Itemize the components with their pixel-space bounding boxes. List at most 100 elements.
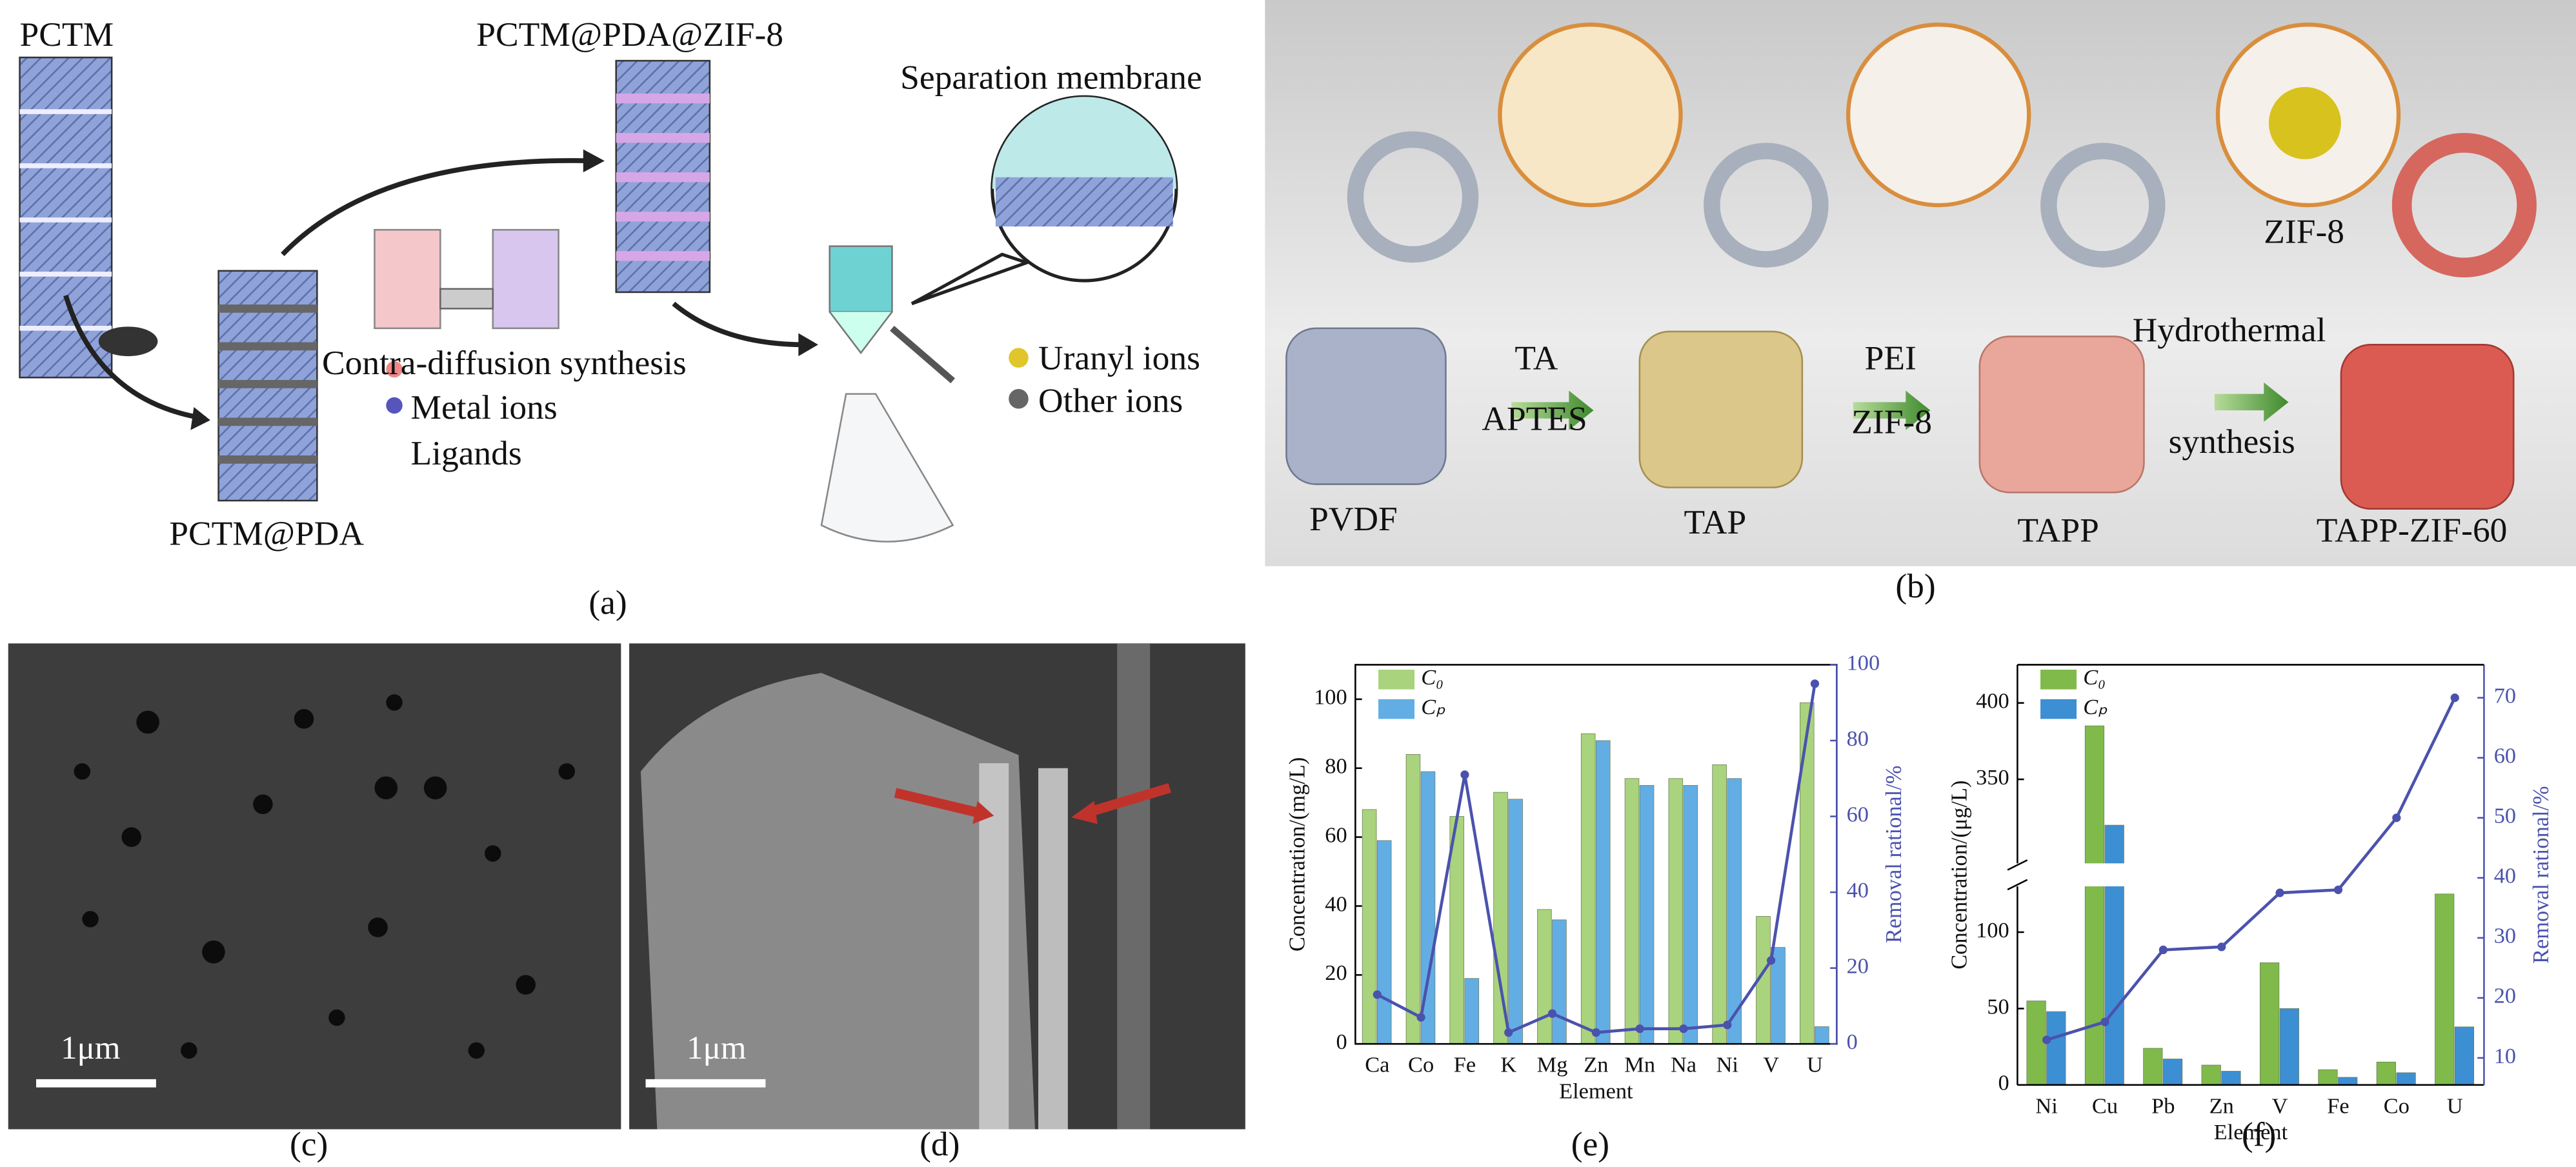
label: Other ions [1038,381,1183,420]
label: Uranyl ions [1038,338,1200,377]
x-tick-label: Pb [2151,1093,2175,1118]
panel-label: (a) [589,583,627,622]
bar [2279,1008,2299,1086]
panel-a-art [19,56,1178,543]
label: Separation membrane [900,57,1202,96]
y-tick-label: 40 [1325,892,1347,916]
bar [2026,1001,2046,1086]
y2-tick-label: 0 [1847,1030,1858,1054]
bar [1727,778,1742,1044]
label: ZIF-8 [2264,212,2344,251]
scale-label: 1μm [61,1030,120,1066]
label: APTES [1482,399,1587,438]
y-tick-label: 60 [1325,823,1347,847]
point [1547,1009,1557,1018]
point [1416,1013,1425,1022]
panel-label: (c) [290,1124,328,1163]
point [1679,1024,1688,1033]
bar [2221,1071,2241,1086]
point [1766,956,1776,965]
x-tick-label: U [1807,1053,1823,1077]
label: Ligands [410,434,521,472]
bar [2201,1064,2221,1086]
panel-b-art [1265,0,2576,566]
point [1504,1028,1513,1037]
x-tick-label: Co [1408,1053,1434,1077]
bar [2046,1011,2066,1086]
label: Metal ions [410,388,557,426]
y-tick-label: 100 [1976,918,2009,943]
label: PCTM@PDA [169,514,364,553]
bar [1639,785,1655,1044]
legend-swatch [2040,699,2077,719]
x-tick-label: Co [2384,1093,2410,1118]
panel-label: (b) [1895,566,1935,605]
bar [1464,978,1480,1044]
y2-tick-label: 70 [2494,684,2516,708]
legend-swatch [1378,670,1415,690]
y-tick-label: 400 [1976,689,2009,713]
y-axis-label: Concentration/(μg/L) [1947,781,1972,970]
bar [2396,1072,2416,1086]
y-tick-label: 80 [1325,754,1347,779]
label: PCTM@PDA@ZIF-8 [476,15,783,54]
point [2275,888,2284,897]
label: ZIF-8 [1851,403,1932,441]
point [2450,693,2459,703]
x-tick-label: Cu [2092,1093,2118,1118]
y2-axis-label: Removal rational/% [2529,786,2553,964]
panel-label: (e) [1571,1124,1609,1163]
legend-label: Cₚ [1421,695,1445,719]
y-tick-label: 350 [1976,765,2009,790]
bar [1624,778,1640,1044]
label: TAP [1684,503,1747,541]
label: PEI [1865,338,1917,377]
bar [2435,893,2455,1086]
x-tick-label: U [2447,1093,2463,1118]
bar [1362,809,1377,1044]
x-tick-label: Na [1671,1053,1696,1077]
bar [1493,792,1508,1044]
bar [1712,764,1727,1044]
y-axis-label: Concentration/(mg/L) [1285,757,1310,952]
y2-tick-label: 80 [1847,726,1869,751]
y2-tick-label: 10 [2494,1044,2516,1068]
legend-label: Cₚ [2083,695,2108,719]
y2-tick-label: 60 [2494,744,2516,768]
point [2100,1017,2109,1026]
bar [1405,753,1421,1044]
bar [1552,919,1567,1044]
y2-axis-label: Removal rational/% [1882,766,1906,944]
bar [2162,1059,2183,1086]
point [1373,990,1382,999]
point [1723,1021,1732,1030]
point [1635,1024,1644,1033]
bar [1376,840,1392,1044]
point [2392,813,2401,823]
break-mark [2007,879,2028,891]
label: PCTM [20,15,114,54]
x-axis-label: Element [2214,1120,2288,1144]
point [1810,679,1820,688]
x-axis-label: Element [1559,1079,1633,1103]
y-tick-label: 50 [1987,994,2009,1019]
x-tick-label: Zn [1584,1053,1608,1077]
label: Contra-diffusion synthesis [322,343,687,382]
y-tick-label: 20 [1325,961,1347,985]
bar [1799,702,1815,1044]
bar [1580,733,1596,1044]
bar [1815,1026,1829,1044]
x-tick-label: Mn [1624,1053,1655,1077]
label: TAPP [2017,511,2098,550]
bar [1595,740,1611,1044]
y2-tick-label: 30 [2494,924,2516,948]
x-tick-label: Fe [1454,1053,1476,1077]
x-tick-label: Ca [1365,1053,1389,1077]
line [2046,697,2457,1042]
bar [2338,1077,2358,1086]
break-mark [2007,859,2028,871]
x-tick-label: Mg [1537,1053,1568,1077]
y2-tick-label: 40 [1847,878,1869,903]
panel-label: (f) [2242,1115,2276,1153]
